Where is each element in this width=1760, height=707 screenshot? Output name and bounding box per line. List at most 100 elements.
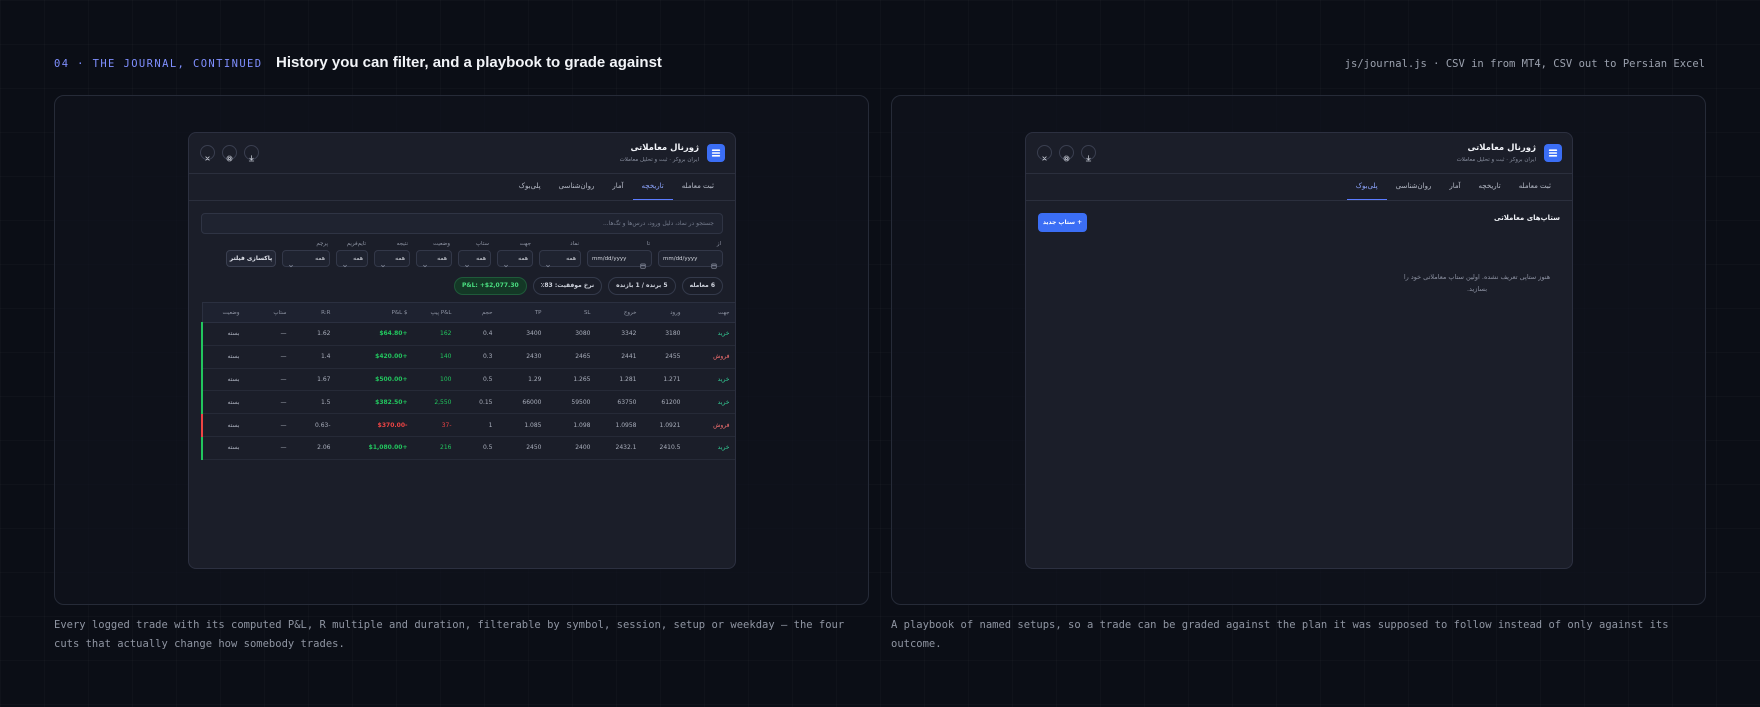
- column-header[interactable]: $ P&L: [335, 302, 413, 323]
- chevron-icon-glyph: [343, 264, 347, 267]
- stat-chip: 5 برنده / 1 بازنده: [608, 277, 676, 295]
- column-header[interactable]: P&L پیپ: [412, 302, 457, 323]
- trade-row[interactable]: 2026-08-01XAUUSDخرید2410.52432.124002450…: [201, 436, 735, 460]
- trade-row[interactable]: 2026-08-03EURUSDفروش1.09211.09581.0981.0…: [201, 413, 735, 437]
- cell: 1.0958: [595, 413, 642, 437]
- filter: وضعیت همه: [416, 241, 452, 267]
- meta: js/journal.js · CSV in from MT4, CSV out…: [1344, 58, 1705, 70]
- cell: خرید: [685, 390, 735, 415]
- cell: 0.5: [456, 368, 498, 392]
- column-header[interactable]: ورود: [641, 302, 686, 323]
- trade-row[interactable]: 2026-08-14ETHUSDخرید31803342308034000.41…: [201, 322, 735, 346]
- cell: 2400: [546, 436, 596, 460]
- tab[interactable]: روان‌شناسی: [1395, 182, 1432, 190]
- filter-input[interactable]: همه: [336, 250, 368, 267]
- column-header[interactable]: ستاپ: [244, 302, 292, 323]
- cell: فروش: [685, 413, 735, 437]
- empty-state: هنوز ستاپی تعریف نشده. اولین ستاپ معاملا…: [1403, 273, 1551, 293]
- cell: فروش: [685, 345, 735, 369]
- filter-input[interactable]: mm/dd/yyyy: [587, 250, 652, 269]
- filter-label: نتیجه: [396, 241, 408, 247]
- trade-row[interactable]: 2026-08-13XAUUSDفروش24552441246524300.31…: [201, 345, 735, 369]
- tab[interactable]: پلی‌بوک: [1346, 174, 1387, 200]
- export-button[interactable]: [244, 145, 259, 162]
- table-header: تاریخ ▼نمادجهتورودخروجSLTPحجمP&L پیپ$ P&…: [202, 302, 735, 323]
- filter-value: همه: [353, 255, 363, 262]
- search-box[interactable]: جستجو در نماد، دلیل ورود، درس‌ها و تگ‌ها…: [201, 213, 723, 234]
- column-header[interactable]: TP: [497, 302, 547, 323]
- settings-button[interactable]: [1059, 145, 1074, 162]
- cell: 3400: [497, 322, 547, 346]
- cell: BTC: [734, 390, 735, 415]
- cell: 1.67: [291, 368, 336, 392]
- new-setup-button[interactable]: + ستاپ جدید: [1038, 213, 1087, 232]
- close-button[interactable]: [200, 145, 215, 161]
- filter: تایم‌فریم همه: [336, 241, 368, 267]
- app-logo: [1544, 144, 1562, 162]
- filter-label: از: [716, 241, 721, 247]
- chevron-icon-glyph: [423, 264, 427, 267]
- cell: -$370.00: [335, 413, 413, 437]
- tab-bar: ثبت معامله تاریخچه آمار روان‌شناسی پلی‌بوک: [510, 174, 723, 200]
- column-header[interactable]: نماد: [734, 302, 735, 323]
- cell: —: [244, 413, 292, 437]
- tab-bar: ثبت معامله تاریخچه آمار روان‌شناسی پلی‌بوک: [1346, 174, 1560, 200]
- cell: GBPUSD: [734, 368, 735, 392]
- filter: جهت همه: [497, 241, 533, 267]
- column-header[interactable]: جهت: [685, 302, 735, 323]
- trade-row[interactable]: 2026-08-05BTCخرید612006375059500660000.1…: [201, 390, 735, 415]
- chevron-icon-glyph: [504, 264, 508, 267]
- filter-input[interactable]: همه: [497, 250, 533, 267]
- filter-value: همه: [437, 255, 447, 262]
- column-header[interactable]: حجم: [456, 302, 498, 323]
- filter-input[interactable]: همه: [374, 250, 410, 267]
- filter-label: نماد: [570, 241, 579, 247]
- tab[interactable]: تاریخچه: [1478, 182, 1501, 190]
- filter-input[interactable]: همه: [282, 250, 330, 267]
- cell: XAUUSD: [734, 345, 735, 369]
- page-title: History you can filter, and a playbook t…: [276, 54, 662, 71]
- filter-label: ستاپ: [475, 241, 489, 247]
- cell: 1.271: [641, 368, 686, 392]
- chevron-icon-glyph: [465, 264, 469, 267]
- settings-button[interactable]: [222, 145, 237, 162]
- filter-input[interactable]: همه: [539, 250, 581, 267]
- cell: 1.098: [546, 413, 596, 437]
- tab[interactable]: پلی‌بوک: [518, 182, 541, 190]
- chevron-icon: [421, 255, 429, 267]
- tab[interactable]: آمار: [1449, 182, 1461, 190]
- cell: خرید: [685, 322, 735, 346]
- column-header[interactable]: R:R: [291, 302, 336, 323]
- filter: ستاپ همه: [458, 241, 491, 267]
- app-logo: [707, 144, 725, 162]
- cell: —: [244, 436, 292, 460]
- column-header[interactable]: SL: [546, 302, 596, 323]
- tab[interactable]: آمار: [612, 182, 624, 190]
- column-header[interactable]: وضعیت: [202, 302, 245, 323]
- export-button[interactable]: [1081, 145, 1096, 162]
- tab[interactable]: تاریخچه: [632, 174, 673, 200]
- filter: نتیجه همه: [374, 241, 410, 267]
- tab[interactable]: ثبت معامله: [1518, 182, 1551, 190]
- calendar-icon: [710, 255, 718, 269]
- cell: 2465: [546, 345, 596, 369]
- chevron-icon: [463, 255, 471, 267]
- filter-input[interactable]: mm/dd/yyyy: [658, 250, 723, 269]
- close-button[interactable]: [1037, 145, 1052, 161]
- column-header[interactable]: خروج: [595, 302, 642, 323]
- tab[interactable]: ثبت معامله: [681, 182, 714, 190]
- cell: +$420.00: [335, 345, 413, 369]
- calendar-icon-glyph: [640, 263, 646, 269]
- filter-label: تا: [646, 241, 650, 247]
- tab[interactable]: روان‌شناسی: [558, 182, 595, 190]
- cell: 1: [456, 413, 498, 437]
- cell: +$64.80: [335, 322, 413, 346]
- filter-input[interactable]: همه: [458, 250, 491, 267]
- filter-input[interactable]: همه: [416, 250, 452, 267]
- trade-row[interactable]: 2026-08-11GBPUSDخرید1.2711.2811.2651.290…: [201, 368, 735, 392]
- cell: 2455: [641, 345, 686, 369]
- clear-filter-button[interactable]: پاکسازی فیلتر: [226, 250, 276, 267]
- cell: 140: [412, 345, 457, 369]
- filter: نماد همه: [539, 241, 581, 267]
- filter-value: mm/dd/yyyy: [592, 255, 627, 262]
